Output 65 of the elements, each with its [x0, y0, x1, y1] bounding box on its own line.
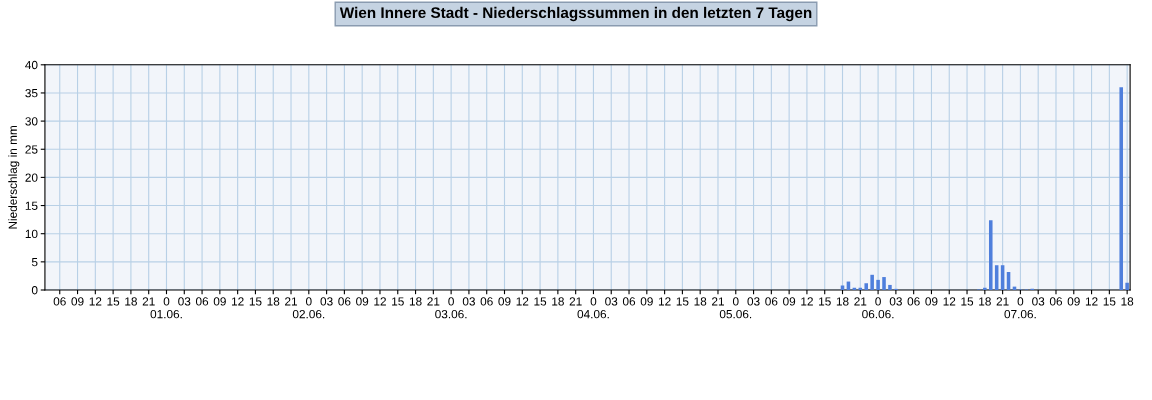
y-tick-label: 35: [25, 88, 38, 98]
x-tick-label: 03: [1032, 297, 1045, 306]
x-tick-label: 12: [658, 297, 671, 306]
x-tick-label: 09: [1067, 297, 1080, 306]
x-tick-label: 03: [320, 297, 333, 306]
x-tick-label: 09: [356, 297, 369, 306]
x-tick-label: 03: [178, 297, 191, 306]
x-tick-label: 15: [961, 297, 974, 306]
x-tick-label: 12: [1085, 297, 1098, 306]
x-tick-label: 03: [462, 297, 475, 306]
x-tick-label: 09: [213, 297, 226, 306]
x-tick-label: 09: [71, 297, 84, 306]
x-tick-label: 15: [1103, 297, 1116, 306]
y-tick-label: 10: [25, 229, 38, 239]
x-tick-label: 06: [195, 297, 209, 306]
chart-title: Wien Innere Stadt - Niederschlagssummen in den letzten 7 Tagen: [339, 6, 812, 22]
x-tick-label: 21: [427, 297, 440, 306]
x-tick-label: 06: [1049, 297, 1063, 306]
x-tick-label: 21: [996, 297, 1009, 306]
x-tick-label: 06: [765, 297, 778, 306]
x-tick-label: 06: [480, 297, 493, 306]
x-tick-label: 21: [142, 297, 155, 306]
x-tick-label: 06: [622, 297, 636, 306]
x-tick-label: 15: [819, 297, 831, 306]
x-tick-label: 18: [409, 297, 422, 306]
x-tick-label: 15: [249, 297, 262, 306]
x-tick-label: 12: [516, 297, 529, 306]
x-tick-label: 09: [783, 297, 796, 306]
y-tick-label: 0: [31, 286, 38, 295]
x-tick-label: 03: [605, 297, 618, 306]
x-tick-label: 21: [712, 297, 724, 306]
x-tick-label: 09: [925, 297, 938, 306]
x-tick-label: 21: [854, 297, 867, 306]
y-axis-title: Niederschlag in mm: [8, 126, 20, 229]
x-tick-label: 03: [747, 297, 760, 306]
y-tick-label: 30: [25, 117, 38, 126]
x-tick-label: 15: [107, 297, 120, 306]
x-tick-label: 06: [907, 297, 920, 306]
x-tick-label: 21: [285, 297, 298, 306]
x-tick-label: 18: [836, 297, 849, 306]
x-tick-label: 18: [125, 297, 137, 306]
x-tick-label: 09: [640, 297, 653, 306]
x-tick-label: 15: [392, 297, 404, 306]
x-tick-label: 18: [1121, 297, 1134, 306]
x-tick-label: 12: [231, 297, 244, 306]
x-tick-label: 06: [338, 297, 351, 306]
x-tick-label: 18: [267, 297, 280, 306]
x-tick-label: 21: [569, 297, 582, 306]
x-tick-label: 15: [534, 297, 547, 306]
x-tick-label: 15: [676, 297, 689, 306]
x-tick-label: 12: [943, 297, 956, 306]
y-tick-label: 5: [31, 258, 38, 267]
x-tick-label: 18: [552, 297, 564, 306]
y-tick-label: 20: [25, 173, 38, 182]
y-tick-label: 40: [25, 60, 38, 70]
x-tick-label: 12: [801, 297, 813, 306]
x-tick-label: 09: [498, 297, 511, 306]
y-tick-label: 25: [25, 145, 38, 154]
x-tick-label: 18: [694, 297, 707, 306]
x-tick-label: 03: [889, 297, 902, 306]
x-tick-label: 18: [979, 297, 991, 306]
x-tick-label: 06: [53, 297, 66, 306]
x-tick-label: 12: [89, 297, 102, 306]
y-tick-label: 15: [25, 201, 38, 210]
x-tick-label: 12: [374, 297, 386, 306]
